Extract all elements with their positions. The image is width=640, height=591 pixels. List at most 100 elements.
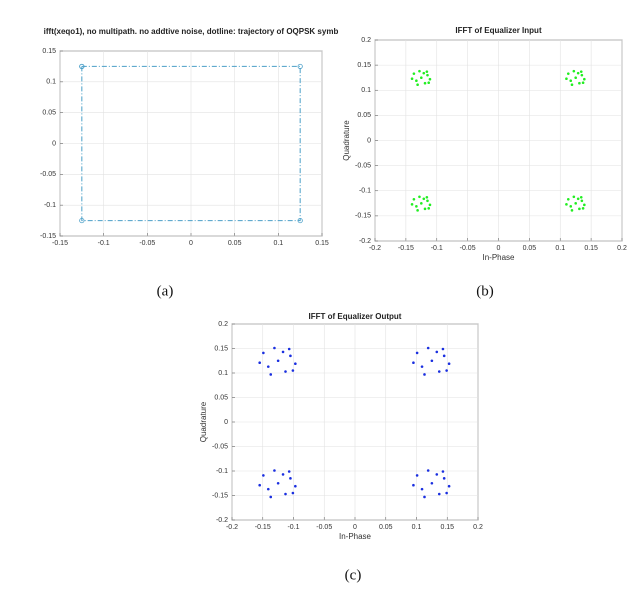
- y-tick-label: -0.1: [44, 202, 56, 209]
- y-tick-label: 0.15: [214, 345, 228, 352]
- y-tick-label: -0.05: [40, 171, 56, 178]
- x-axis-label: In-Phase: [339, 532, 372, 541]
- scatter-point: [580, 73, 584, 77]
- scatter-point: [572, 69, 576, 73]
- y-tick-label: -0.15: [40, 233, 56, 240]
- scatter-point: [273, 346, 276, 350]
- scatter-point: [569, 205, 573, 208]
- y-tick-label: 0.1: [361, 87, 371, 94]
- scatter-point: [412, 483, 415, 487]
- scatter-point: [269, 495, 273, 499]
- x-tick-label: 0.1: [412, 524, 422, 531]
- scatter-point: [418, 195, 421, 199]
- scatter-point: [418, 69, 421, 73]
- scatter-point: [574, 76, 577, 79]
- scatter-point: [281, 350, 285, 354]
- x-tick-label: 0.1: [273, 240, 283, 247]
- scatter-point: [415, 205, 418, 208]
- x-tick-label: -0.05: [460, 245, 476, 252]
- scatter-point: [441, 470, 445, 473]
- caption: (c): [345, 567, 362, 583]
- scatter-point: [442, 354, 446, 358]
- series-line: [81, 65, 301, 222]
- scatter-point: [415, 351, 419, 355]
- scatter-point: [437, 370, 441, 373]
- x-tick-label: 0.15: [315, 240, 329, 247]
- scatter-point: [289, 354, 292, 358]
- scatter-point: [565, 203, 568, 206]
- scatter-point: [273, 469, 276, 472]
- scatter-point: [289, 477, 292, 480]
- scatter-point: [287, 347, 291, 351]
- scatter-point: [422, 197, 426, 201]
- y-tick-label: 0.2: [218, 321, 228, 328]
- scatter-point: [426, 199, 429, 203]
- scatter-point: [437, 492, 441, 496]
- scatter-point: [579, 195, 583, 199]
- y-tick-label: -0.15: [355, 213, 371, 220]
- x-tick-label: -0.15: [398, 245, 414, 252]
- line-marker: [297, 217, 303, 224]
- scatter-point: [412, 197, 416, 201]
- scatter-point: [428, 203, 432, 207]
- x-tick-label: 0.2: [617, 245, 627, 252]
- y-tick-label: -0.05: [355, 162, 371, 169]
- caption: (a): [157, 283, 174, 299]
- scatter-point: [570, 209, 574, 212]
- x-tick-label: -0.05: [316, 524, 332, 531]
- scatter-point: [284, 370, 287, 373]
- scatter-point: [566, 197, 570, 201]
- scatter-point: [425, 70, 429, 73]
- scatter-point: [410, 203, 414, 206]
- x-tick-label: -0.1: [287, 524, 299, 531]
- scatter-point: [566, 72, 570, 75]
- scatter-point: [430, 481, 434, 485]
- y-tick-label: 0.05: [214, 394, 228, 401]
- x-tick-label: -0.1: [431, 245, 443, 252]
- scatter-point: [420, 76, 423, 79]
- scatter-point: [426, 73, 429, 77]
- scatter-point: [258, 361, 261, 365]
- scatter-point: [569, 79, 573, 83]
- x-tick-label: -0.05: [139, 240, 155, 247]
- scatter-point: [442, 477, 446, 480]
- scatter-point: [423, 207, 427, 211]
- line-marker: [79, 63, 85, 70]
- x-tick-label: -0.1: [98, 240, 110, 247]
- scatter-point: [428, 77, 432, 81]
- scatter-point: [580, 199, 584, 203]
- chart-title: ifft(xeqo1), no multipath. no addtive no…: [44, 27, 339, 36]
- y-tick-label: -0.15: [212, 492, 228, 499]
- chart-title: IFFT of Equalizer Output: [309, 312, 402, 321]
- x-tick-label: 0.15: [440, 524, 454, 531]
- x-tick-label: -0.2: [226, 524, 238, 531]
- scatter-point: [262, 351, 265, 355]
- y-tick-label: 0.2: [361, 37, 371, 44]
- y-tick-label: -0.1: [216, 468, 228, 475]
- scatter-point: [583, 77, 586, 81]
- y-tick-label: 0: [52, 140, 56, 147]
- y-tick-label: -0.05: [212, 443, 228, 450]
- scatter-point: [287, 470, 291, 473]
- y-tick-label: 0.15: [357, 62, 371, 69]
- scatter-point: [426, 469, 430, 472]
- x-tick-label: 0.05: [523, 245, 537, 252]
- scatter-point: [565, 77, 568, 80]
- y-tick-label: -0.1: [359, 188, 371, 195]
- x-tick-label: -0.15: [52, 240, 68, 247]
- scatter-point: [266, 487, 270, 491]
- scatter-point: [412, 72, 416, 75]
- scatter-point: [578, 81, 581, 85]
- scatter-point: [570, 83, 574, 87]
- scatter-point: [416, 83, 419, 87]
- y-axis-label: Quadrature: [342, 120, 351, 161]
- scatter-point: [574, 202, 577, 205]
- x-tick-label: 0.15: [584, 245, 598, 252]
- scatter-point: [581, 81, 585, 85]
- scatter-point: [425, 195, 429, 199]
- scatter-point: [427, 207, 431, 210]
- y-axis-label: Quadrature: [199, 401, 208, 442]
- scatter-point: [441, 347, 445, 351]
- x-tick-label: 0: [353, 524, 357, 531]
- scatter-point: [294, 362, 297, 365]
